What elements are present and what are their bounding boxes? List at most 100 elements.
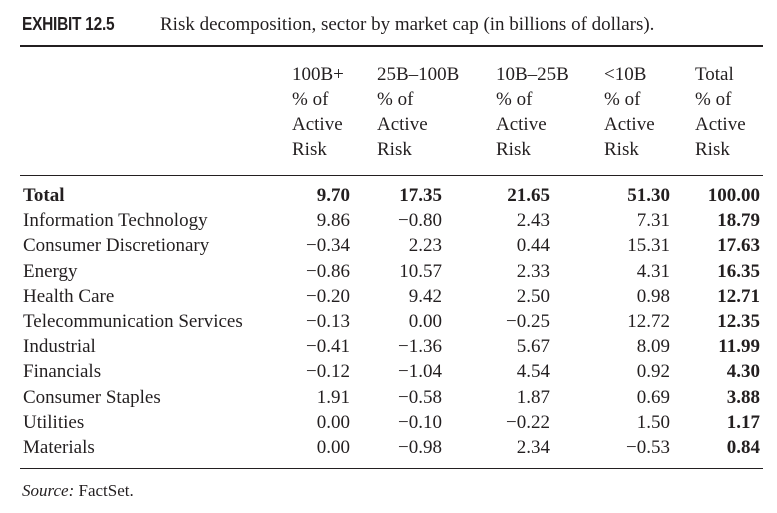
cell-10b-25b: 0.44 xyxy=(516,235,550,257)
table-row: Consumer Discretionary −0.34 2.23 0.44 1… xyxy=(0,233,777,258)
row-label: Materials xyxy=(23,436,95,458)
header-line: Active xyxy=(292,114,343,135)
header-line: Risk xyxy=(695,139,730,160)
cell-25b-100b: 10.57 xyxy=(399,260,442,282)
header-line: Risk xyxy=(496,139,531,160)
header-line: % of xyxy=(292,89,329,110)
header-line: Active xyxy=(695,114,746,135)
cell-under-10b: 0.98 xyxy=(636,285,670,307)
cell-under-10b: 0.92 xyxy=(636,361,670,383)
header-line: Risk xyxy=(604,139,639,160)
header-line: Active xyxy=(604,114,655,135)
table-caption: EXHIBIT 12.5 Risk decomposition, sector … xyxy=(22,14,654,35)
exhibit-label: EXHIBIT 12.5 xyxy=(22,14,115,34)
row-label: Information Technology xyxy=(23,210,208,232)
column-header-under-10b: <10B % of Active Risk xyxy=(604,62,655,162)
table-body: Total 9.70 17.35 21.65 51.30 100.00 Info… xyxy=(0,183,777,460)
row-label: Telecommunication Services xyxy=(23,310,243,332)
cell-10b-25b: 2.43 xyxy=(516,210,550,232)
cell-total: 0.84 xyxy=(726,436,760,458)
row-label: Energy xyxy=(23,260,78,282)
cell-total: 4.30 xyxy=(726,361,760,383)
cell-25b-100b: −1.04 xyxy=(398,361,442,383)
cell-10b-25b: 21.65 xyxy=(507,185,550,206)
cell-under-10b: 12.72 xyxy=(627,310,670,332)
cell-under-10b: 0.69 xyxy=(636,386,670,408)
header-line: Active xyxy=(496,114,547,135)
cell-100b-plus: 1.91 xyxy=(316,386,350,408)
cell-10b-25b: −0.22 xyxy=(506,411,550,433)
cell-total: 16.35 xyxy=(717,260,760,282)
source-text: FactSet. xyxy=(78,481,134,500)
cell-25b-100b: −1.36 xyxy=(398,336,442,358)
cell-25b-100b: −0.58 xyxy=(398,386,442,408)
cell-100b-plus: −0.12 xyxy=(306,361,350,383)
caption-text: Risk decomposition, sector by market cap… xyxy=(160,14,655,35)
table-row: Telecommunication Services −0.13 0.00 −0… xyxy=(0,309,777,334)
cell-10b-25b: 2.34 xyxy=(516,436,550,458)
header-line: % of xyxy=(604,89,641,110)
cell-100b-plus: 0.00 xyxy=(316,436,350,458)
cell-25b-100b: −0.80 xyxy=(398,210,442,232)
cell-under-10b: −0.53 xyxy=(626,436,670,458)
cell-under-10b: 1.50 xyxy=(636,411,670,433)
header-line: % of xyxy=(496,89,533,110)
cell-100b-plus: −0.13 xyxy=(306,310,350,332)
header-line: <10B xyxy=(604,64,647,85)
cell-total: 18.79 xyxy=(717,210,760,232)
cell-total: 12.35 xyxy=(717,310,760,332)
cell-25b-100b: 2.23 xyxy=(408,235,442,257)
cell-100b-plus: 9.86 xyxy=(316,210,350,232)
row-label: Industrial xyxy=(23,336,96,358)
table-row: Materials 0.00 −0.98 2.34 −0.53 0.84 xyxy=(0,435,777,460)
row-label: Financials xyxy=(23,361,102,383)
top-rule xyxy=(20,45,763,47)
header-line: % of xyxy=(695,89,732,110)
table-row: Consumer Staples 1.91 −0.58 1.87 0.69 3.… xyxy=(0,385,777,410)
source-note: Source: FactSet. xyxy=(22,481,134,501)
cell-total: 12.71 xyxy=(717,285,760,307)
cell-under-10b: 15.31 xyxy=(627,235,670,257)
cell-under-10b: 51.30 xyxy=(627,185,670,206)
row-label: Consumer Staples xyxy=(23,386,161,408)
cell-100b-plus: 0.00 xyxy=(316,411,350,433)
table-row: Health Care −0.20 9.42 2.50 0.98 12.71 xyxy=(0,284,777,309)
cell-total: 17.63 xyxy=(717,235,760,257)
table-row-total: Total 9.70 17.35 21.65 51.30 100.00 xyxy=(0,183,777,208)
cell-10b-25b: 2.50 xyxy=(516,285,550,307)
table-row: Energy −0.86 10.57 2.33 4.31 16.35 xyxy=(0,259,777,284)
header-line: Total xyxy=(695,64,734,85)
header-line: % of xyxy=(377,89,414,110)
cell-25b-100b: −0.10 xyxy=(398,411,442,433)
cell-under-10b: 4.31 xyxy=(636,260,670,282)
table-row: Industrial −0.41 −1.36 5.67 8.09 11.99 xyxy=(0,334,777,359)
header-line: Risk xyxy=(377,139,412,160)
cell-25b-100b: −0.98 xyxy=(398,436,442,458)
cell-under-10b: 8.09 xyxy=(636,336,670,358)
table-row: Financials −0.12 −1.04 4.54 0.92 4.30 xyxy=(0,359,777,384)
column-header-total: Total % of Active Risk xyxy=(695,62,746,162)
source-label: Source: xyxy=(22,481,75,500)
cell-total: 100.00 xyxy=(707,185,760,206)
cell-total: 3.88 xyxy=(726,386,760,408)
header-rule xyxy=(20,175,763,176)
cell-10b-25b: 5.67 xyxy=(516,336,550,358)
table-row: Utilities 0.00 −0.10 −0.22 1.50 1.17 xyxy=(0,410,777,435)
column-header-100b-plus: 100B+ % of Active Risk xyxy=(292,62,344,162)
cell-total: 1.17 xyxy=(726,411,760,433)
cell-10b-25b: 4.54 xyxy=(516,361,550,383)
cell-25b-100b: 17.35 xyxy=(399,185,442,206)
cell-100b-plus: 9.70 xyxy=(316,185,350,206)
cell-10b-25b: 1.87 xyxy=(516,386,550,408)
cell-10b-25b: 2.33 xyxy=(516,260,550,282)
cell-10b-25b: −0.25 xyxy=(506,310,550,332)
table-row: Information Technology 9.86 −0.80 2.43 7… xyxy=(0,208,777,233)
cell-25b-100b: 0.00 xyxy=(408,310,442,332)
header-line: 10B–25B xyxy=(496,64,569,85)
header-line: Risk xyxy=(292,139,327,160)
cell-100b-plus: −0.20 xyxy=(306,285,350,307)
row-label: Total xyxy=(23,185,65,206)
column-header-25b-100b: 25B–100B % of Active Risk xyxy=(377,62,459,162)
header-line: 25B–100B xyxy=(377,64,460,85)
cell-total: 11.99 xyxy=(718,336,760,358)
